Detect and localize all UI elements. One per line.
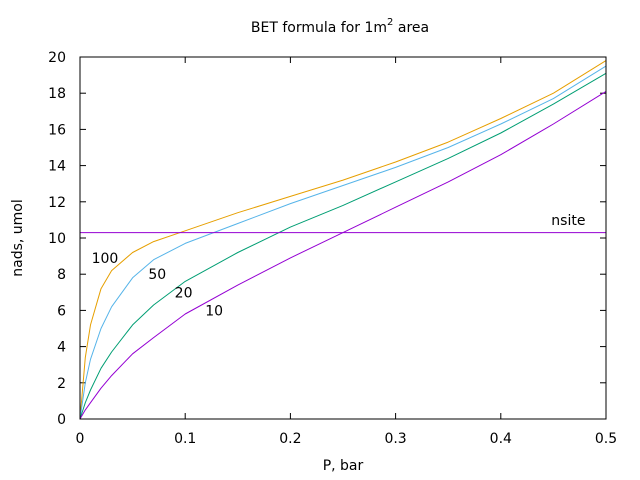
y-tick-label: 6 [57, 303, 66, 319]
x-tick-label: 0.1 [174, 431, 196, 447]
x-axis-label: P, bar [323, 458, 364, 474]
series-line-100 [79, 60, 607, 420]
y-tick-label: 14 [48, 159, 66, 175]
x-tick-label: 0.4 [490, 431, 512, 447]
series-label-50: 50 [148, 267, 166, 283]
x-tick-label: 0 [76, 431, 85, 447]
y-tick-label: 20 [48, 50, 66, 66]
series-line-20 [79, 72, 607, 420]
y-tick-label: 18 [48, 86, 66, 102]
series-label-100: 100 [92, 251, 119, 267]
series-label-nsite: nsite [551, 213, 585, 229]
series-label-20: 20 [175, 285, 193, 301]
y-tick-label: 8 [57, 267, 66, 283]
x-tick-label: 0.3 [384, 431, 406, 447]
chart-title-superscript: 2 [387, 17, 393, 28]
series-label-10: 10 [205, 303, 223, 319]
y-tick-label: 2 [57, 376, 66, 392]
plot-frame [79, 56, 607, 420]
series-line-10 [79, 90, 607, 420]
y-tick-label: 4 [57, 340, 66, 356]
series-line-50 [79, 65, 607, 420]
y-tick-label: 0 [57, 412, 66, 428]
x-tick-label: 0.2 [279, 431, 301, 447]
chart-title: BET formula for 1m2 area [251, 17, 429, 36]
chart-title-suffix: area [393, 20, 429, 36]
series-labels: 100 50 20 10 nsite [92, 213, 586, 320]
series-lines [79, 60, 607, 420]
y-tick-label: 10 [48, 231, 66, 247]
y-tick-label: 16 [48, 122, 66, 138]
x-tick-label: 0.5 [595, 431, 617, 447]
y-axis-label: nads, umol [10, 199, 26, 277]
y-tick-label: 12 [48, 195, 66, 211]
